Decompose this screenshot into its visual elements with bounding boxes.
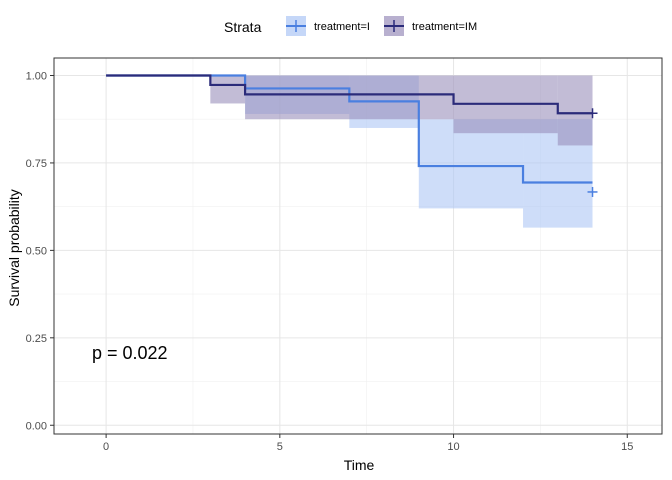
x-tick-label: 10 [447, 441, 459, 453]
legend-label-treatment-i: treatment=I [314, 21, 370, 33]
survival-curve-treatment-i [106, 74, 593, 184]
confidence-band-treatment-im [557, 75, 593, 146]
survival-curves [106, 74, 593, 184]
y-tick-label: 0.50 [26, 245, 47, 257]
p-value-annotation: p = 0.022 [92, 343, 168, 363]
legend: Strata treatment=I treatment=IM [224, 16, 477, 36]
legend-title: Strata [224, 19, 262, 35]
censor-mark-treatment-im [587, 108, 598, 119]
censor-marks [587, 108, 598, 197]
plot-panel [53, 57, 663, 435]
censor-mark-treatment-i [587, 186, 598, 197]
confidence-band-treatment-im [210, 75, 246, 104]
legend-label-treatment-im: treatment=IM [412, 21, 477, 33]
x-tick-label: 15 [621, 441, 633, 453]
x-axis-ticks: 0 5 10 15 [103, 434, 633, 453]
survival-curve-treatment-im [106, 74, 593, 115]
y-axis-title: Survival probability [6, 189, 22, 307]
y-tick-label: 0.25 [26, 333, 47, 345]
panel-border [53, 57, 663, 435]
x-tick-label: 0 [103, 441, 109, 453]
legend-item-treatment-i: treatment=I [286, 16, 370, 36]
y-tick-label: 0.75 [26, 158, 47, 170]
confidence-band-treatment-i [418, 119, 524, 209]
x-axis-title: Time [344, 457, 375, 473]
legend-item-treatment-im: treatment=IM [384, 16, 477, 36]
y-tick-label: 1.00 [26, 70, 47, 82]
x-tick-label: 5 [277, 441, 283, 453]
y-axis-ticks: 0.00 0.25 0.50 0.75 1.00 [26, 70, 54, 432]
y-tick-label: 0.00 [26, 420, 47, 432]
